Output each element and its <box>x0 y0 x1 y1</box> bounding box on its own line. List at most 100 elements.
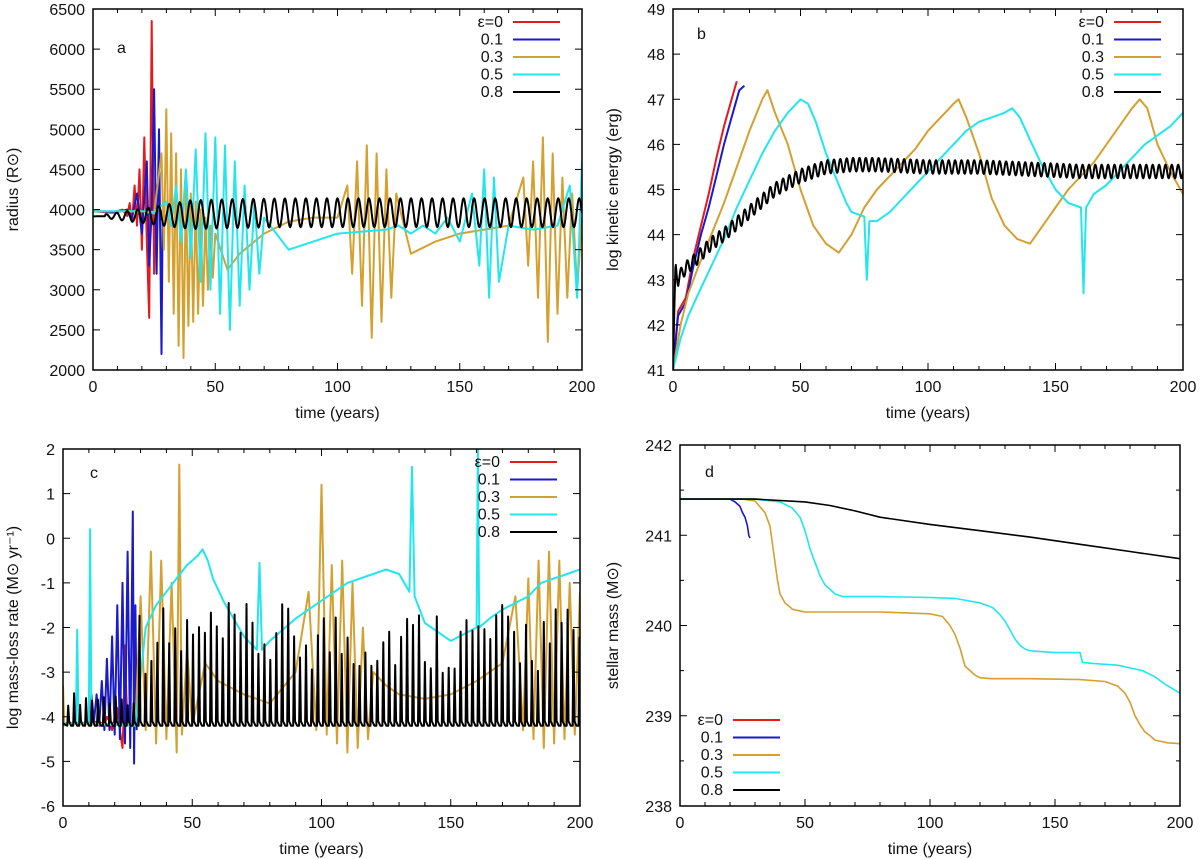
y-tick-label: -4 <box>41 710 55 727</box>
y-tick-label: 242 <box>645 438 672 455</box>
legend-label: 0.3 <box>701 747 723 764</box>
legend-label: 0.1 <box>481 32 503 49</box>
y-tick-label: 5000 <box>49 122 85 139</box>
x-tick-label: 200 <box>1167 815 1194 832</box>
series-group <box>673 80 1183 370</box>
legend-label: 0.5 <box>481 67 503 84</box>
x-tick-label: 50 <box>792 379 810 396</box>
x-tick-label: 0 <box>669 379 678 396</box>
legend-label: 0.8 <box>1082 84 1104 101</box>
x-tick-label: 0 <box>676 815 685 832</box>
x-tick-label: 200 <box>569 379 596 396</box>
series-line-eps0-1 <box>63 510 138 765</box>
x-tick-label: 150 <box>1042 815 1069 832</box>
panel-letter: d <box>705 464 714 481</box>
legend: ε=00.10.30.50.8 <box>1079 14 1161 101</box>
legend-label: ε=0 <box>698 712 723 729</box>
y-tick-label: 240 <box>645 619 672 636</box>
y-tick-label: 42 <box>647 318 665 335</box>
legend: ε=00.10.30.50.8 <box>478 14 560 101</box>
series-group <box>93 20 582 359</box>
panel-letter: b <box>697 26 706 43</box>
series-line-eps0-8 <box>93 197 582 230</box>
x-tick-label: 50 <box>796 815 814 832</box>
x-tick-label: 200 <box>567 815 594 832</box>
series-line-eps0-8 <box>63 602 580 727</box>
x-axis-label: time (years) <box>279 841 363 858</box>
plot-frame <box>92 8 583 371</box>
series-line-eps0-8 <box>673 156 1183 370</box>
y-tick-label: 1 <box>46 487 55 504</box>
y-tick-label: 48 <box>647 47 665 64</box>
x-tick-label: 100 <box>324 379 351 396</box>
y-tick-label: 4500 <box>49 162 85 179</box>
y-tick-label: 4000 <box>49 203 85 220</box>
y-tick-label: 241 <box>645 528 672 545</box>
y-tick-label: 46 <box>647 137 665 154</box>
y-tick-label: 239 <box>645 709 672 726</box>
panel-d: 0 50 100 150 200 238 239 240 241 242 time (years) s… <box>605 438 1193 858</box>
legend-label: 0.3 <box>481 49 503 66</box>
legend-label: 0.3 <box>1082 49 1104 66</box>
legend-label: 0.5 <box>478 507 500 524</box>
series-group <box>63 449 580 765</box>
series-line-eps0-3 <box>680 498 1180 745</box>
y-tick-label: 5500 <box>49 82 85 99</box>
series-group <box>680 498 1180 745</box>
series-line-eps0-5 <box>680 498 1180 694</box>
y-tick-label: 3500 <box>49 243 85 260</box>
panel-c: 0 50 100 150 200 -6 -5 -4 -3 -2 -1 0 1 2 time (years) l… <box>5 442 593 858</box>
x-tick-label: 150 <box>446 379 473 396</box>
legend-label: 0.5 <box>701 765 723 782</box>
y-tick-label: 0 <box>46 531 55 548</box>
x-axis-label: time (years) <box>295 405 379 422</box>
y-axis-label: stellar mass (M⊙) <box>605 562 622 689</box>
x-axis-label: time (years) <box>888 841 972 858</box>
series-line-eps0-8 <box>680 498 1180 560</box>
y-tick-label: -5 <box>41 754 55 771</box>
y-tick-label: 3000 <box>49 283 85 300</box>
x-tick-label: 50 <box>206 379 224 396</box>
legend: ε=00.10.30.50.8 <box>475 454 557 541</box>
x-axis-label: time (years) <box>886 405 970 422</box>
x-tick-label: 0 <box>89 379 98 396</box>
plot-frame <box>672 8 1184 371</box>
y-tick-label: 47 <box>647 92 665 109</box>
panel-letter: c <box>90 465 98 482</box>
legend-label: ε=0 <box>475 454 500 471</box>
x-tick-label: 100 <box>917 815 944 832</box>
series-line-eps0-1 <box>680 498 751 539</box>
series-line-eps0 <box>673 80 738 370</box>
legend-label: 0.8 <box>478 524 500 541</box>
y-tick-label: -6 <box>41 799 55 816</box>
legend-label: 0.1 <box>701 730 723 747</box>
series-line-eps0-3 <box>673 89 1183 370</box>
series-line-eps0-1 <box>673 84 746 370</box>
x-tick-label: 150 <box>1042 379 1069 396</box>
y-tick-label: 43 <box>647 273 665 290</box>
y-tick-label: 2000 <box>49 363 85 380</box>
panel-b: 0 50 100 150 200 41 42 43 44 45 46 47 48 49 time (year… <box>605 2 1196 422</box>
y-tick-label: 44 <box>647 228 665 245</box>
x-tick-label: 150 <box>437 815 464 832</box>
x-tick-label: 100 <box>308 815 335 832</box>
y-tick-label: 2 <box>46 442 55 459</box>
series-line-eps0-5 <box>673 98 1183 370</box>
legend-label: ε=0 <box>478 14 503 31</box>
y-tick-label: -2 <box>41 621 55 638</box>
y-tick-label: 2500 <box>49 323 85 340</box>
legend-label: 0.8 <box>701 782 723 799</box>
y-tick-label: 41 <box>647 363 665 380</box>
x-tick-label: 100 <box>915 379 942 396</box>
x-tick-label: 50 <box>183 815 201 832</box>
legend-label: 0.5 <box>1082 67 1104 84</box>
legend-label: 0.1 <box>478 472 500 489</box>
y-tick-label: 6500 <box>49 2 85 19</box>
legend: ε=00.10.30.50.8 <box>698 712 780 799</box>
y-tick-label: 45 <box>647 183 665 200</box>
y-tick-label: 238 <box>645 799 672 816</box>
y-tick-label: -3 <box>41 665 55 682</box>
legend-label: 0.8 <box>481 84 503 101</box>
y-tick-label: -1 <box>41 576 55 593</box>
